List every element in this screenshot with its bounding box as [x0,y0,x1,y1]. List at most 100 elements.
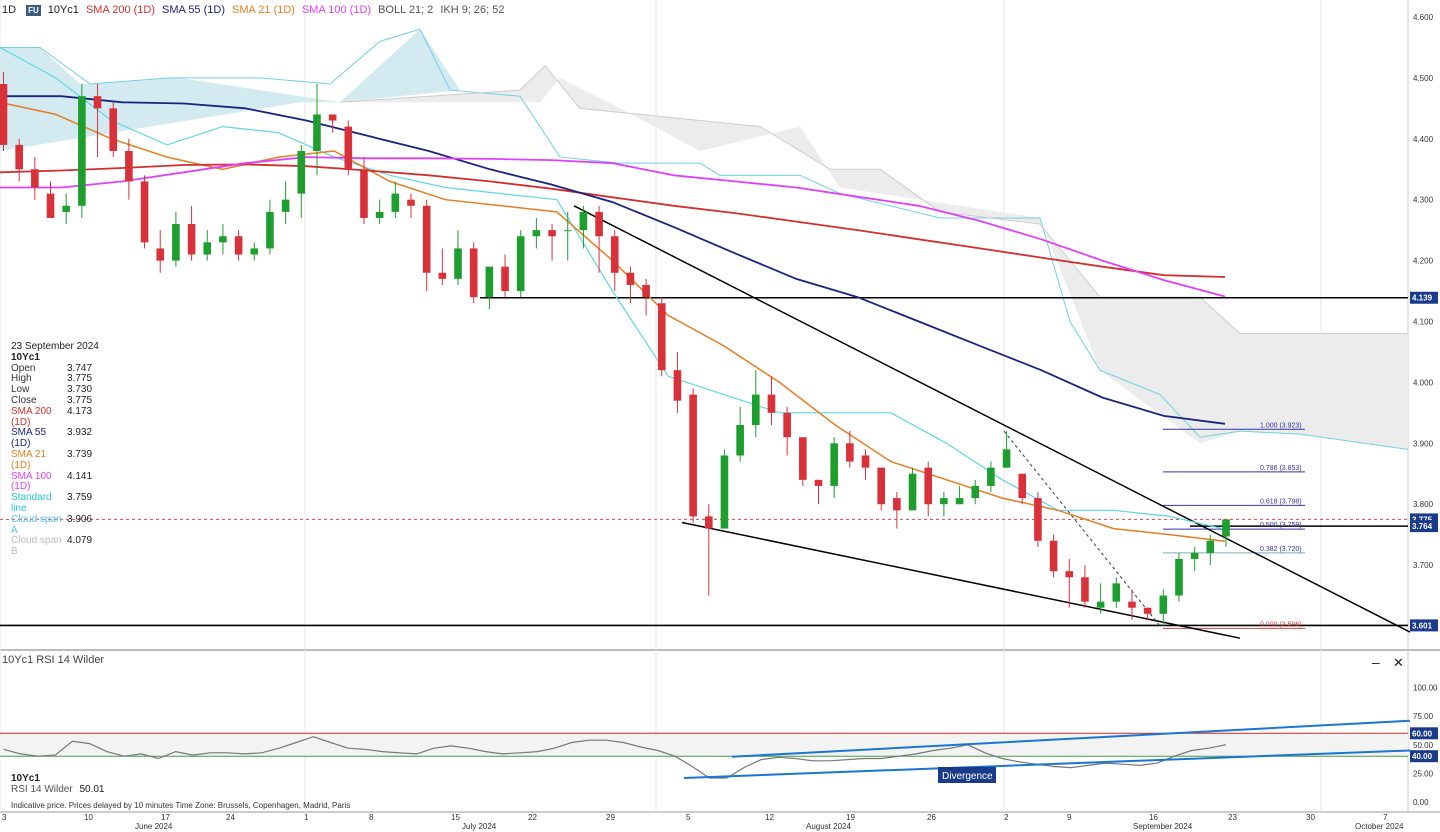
candle-body [627,273,635,285]
x-tick-label: 3 [2,813,7,822]
candle-body [1207,541,1215,553]
fibonacci-label: 1.000 (3.923) [1260,422,1302,429]
info-row-label: Standard line [11,493,67,515]
fibonacci-label: 0.000 (3.596) [1260,621,1302,628]
candle-body [439,273,447,279]
candle-body [282,200,290,212]
rsi-40-label: 40.00 [1412,752,1433,761]
candle-body [313,114,321,151]
candle-body [141,181,149,242]
candle-body [94,96,102,108]
indicator-sma21[interactable]: SMA 21 (1D) [232,4,295,16]
candle-body [345,127,353,170]
rsi-info-panel: 10Yc1 RSI 14 Wilder 50.01 [11,773,105,795]
candle-body [1191,553,1199,559]
x-month-label: October 2024 [1355,822,1404,831]
rsi-y-tick-label: 50.00 [1413,741,1434,750]
y-tick-label: 4.600 [1413,13,1434,22]
candle-body [815,480,823,486]
candle-body [768,395,776,413]
y-tick-label: 4.400 [1413,135,1434,144]
chart-header: 1D FU 10Yc1 SMA 200 (1D) SMA 55 (1D) SMA… [0,0,512,20]
info-row-label: Cloud span B [11,536,67,558]
timeframe-label[interactable]: 1D [2,4,16,16]
candle-body [250,248,258,254]
indicator-sma55[interactable]: SMA 55 (1D) [162,4,225,16]
candle-body [846,443,854,461]
x-tick-label: 15 [451,813,460,822]
close-panel-button[interactable]: ✕ [1393,655,1404,671]
candle-body [1112,583,1120,601]
x-tick-label: 7 [1383,813,1388,822]
y-tick-label: 4.100 [1413,318,1434,327]
candle-body [47,194,55,218]
y-tick-label: 3.800 [1413,500,1434,509]
fibonacci-label: 0.382 (3.720) [1260,546,1302,553]
candle-body [752,395,760,425]
y-tick-label: 4.500 [1413,74,1434,83]
rsi-pane-bg [0,651,1408,811]
candle-body [156,248,164,260]
indicator-ichimoku[interactable]: IKH 9; 26; 52 [440,4,504,16]
x-tick-label: 5 [686,813,691,822]
candle-body [454,248,462,278]
x-tick-label: 30 [1306,813,1315,822]
x-tick-label: 8 [369,813,374,822]
candle-body [329,114,337,120]
ohlc-info-panel: 23 September 2024 10Yc1 Open 3.747 High 3.7… [11,342,99,558]
y-tick-label: 3.700 [1413,561,1434,570]
rsi-y-tick-label: 25.00 [1413,769,1434,778]
candle-body [674,370,682,400]
candle-body [877,468,885,505]
symbol-label[interactable]: 10Yc1 [48,4,79,16]
fibonacci-label: 0.618 (3.798) [1260,498,1302,505]
candle-body [423,206,431,273]
info-row-value: 4.141 [67,472,92,494]
candle-body [893,498,901,510]
x-tick-label: 29 [606,813,615,822]
candle-body [1003,449,1011,467]
candle-body [203,242,211,254]
x-tick-label: 23 [1228,813,1237,822]
x-tick-label: 10 [84,813,93,822]
x-tick-label: 16 [1149,813,1158,822]
candle-body [1034,498,1042,541]
x-tick-label: 22 [528,813,537,822]
x-month-label: July 2024 [462,822,497,831]
info-row-label: SMA 100 (1D) [11,472,67,494]
x-tick-label: 17 [161,813,170,822]
candle-body [15,145,23,169]
info-row-value: 3.739 [67,450,92,472]
indicator-sma100[interactable]: SMA 100 (1D) [302,4,371,16]
candle-body [971,486,979,498]
candle-body [956,498,964,504]
candle-body [689,395,697,517]
candle-body [470,248,478,297]
info-row-value: 3.906 [67,515,92,537]
candle-body [799,437,807,480]
candle-body [862,455,870,467]
info-row: Cloud span A 3.906 [11,515,99,537]
x-tick-label: 26 [927,813,936,822]
info-row: SMA 21 (1D) 3.739 [11,450,99,472]
candle-body [721,455,729,528]
candle-body [266,212,274,249]
info-row: Standard line 3.759 [11,493,99,515]
candle-body [783,413,791,437]
y-tick-label: 3.900 [1413,439,1434,448]
x-month-label: August 2024 [806,822,851,831]
y-tick-label: 4.200 [1413,257,1434,266]
info-row-value: 4.079 [67,536,92,558]
candle-body [109,108,117,151]
minimize-panel-button[interactable]: – [1372,654,1380,670]
x-tick-label: 19 [846,813,855,822]
candle-body [1144,608,1152,614]
info-row-value: 3.759 [67,493,92,515]
candle-body [31,169,39,187]
fibonacci-label: 0.500 (3.759) [1260,522,1302,529]
indicator-bollinger[interactable]: BOLL 21; 2 [378,4,433,16]
candle-body [407,200,415,206]
candle-body [517,236,525,291]
indicator-sma200[interactable]: SMA 200 (1D) [86,4,155,16]
